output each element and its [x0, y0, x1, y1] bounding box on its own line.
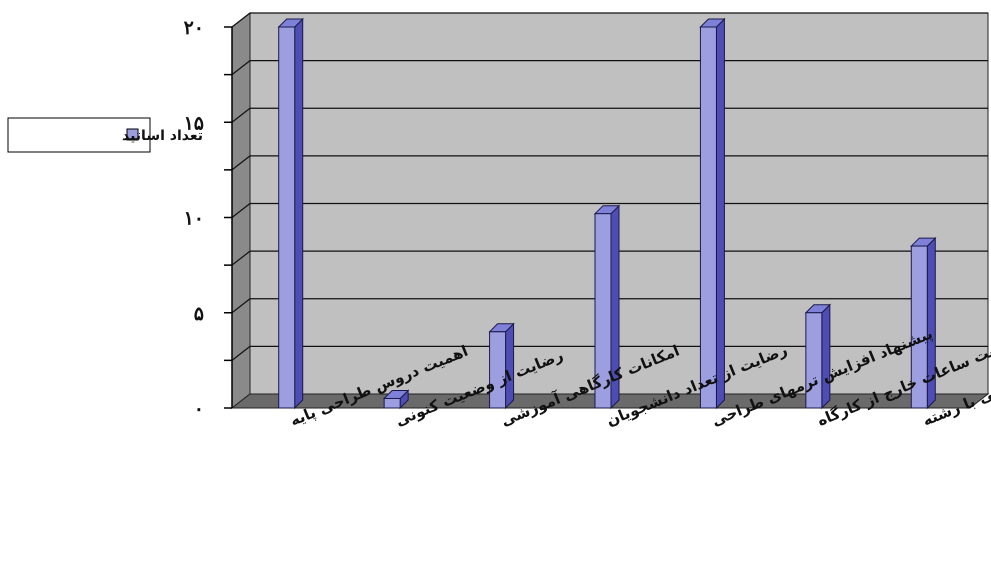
bar-front [699, 26, 717, 409]
bar [699, 17, 726, 410]
bar-front [489, 331, 507, 409]
legend-box [7, 117, 151, 153]
bar [804, 303, 832, 410]
bar [593, 204, 621, 410]
gridline [231, 60, 988, 76]
gridline [231, 155, 988, 171]
y-tick-label: ۲۰ [184, 17, 204, 39]
gridline [231, 345, 988, 361]
bar-side [821, 303, 831, 410]
gridline [231, 12, 988, 28]
bar-side [294, 17, 304, 410]
bar [382, 389, 410, 410]
bar-side [715, 17, 725, 410]
bars [277, 17, 937, 410]
bar [910, 236, 937, 410]
gridlines [231, 12, 988, 361]
gridline [231, 250, 988, 266]
gridline [231, 202, 988, 218]
y-tick-label: ۱۰ [184, 208, 204, 230]
bar [488, 322, 515, 410]
bar [277, 17, 304, 410]
gridline [231, 298, 988, 314]
legend-swatch [126, 128, 139, 141]
bar-front [278, 26, 296, 409]
legend: تعداد اساتید [7, 117, 203, 153]
legend-label: تعداد اساتید [122, 128, 203, 144]
y-axis: ۰ ۵ ۱۰ ۱۵ ۲۰ [184, 17, 233, 420]
bar-front [910, 245, 928, 409]
y-tick-label: ۰ [194, 398, 204, 420]
y-tick-label: ۱۵ [184, 112, 204, 134]
bar-front [594, 213, 612, 409]
bar-front [805, 312, 823, 409]
gridline [231, 107, 988, 123]
y-tick-label: ۵ [194, 303, 204, 325]
bar-front [383, 397, 401, 409]
